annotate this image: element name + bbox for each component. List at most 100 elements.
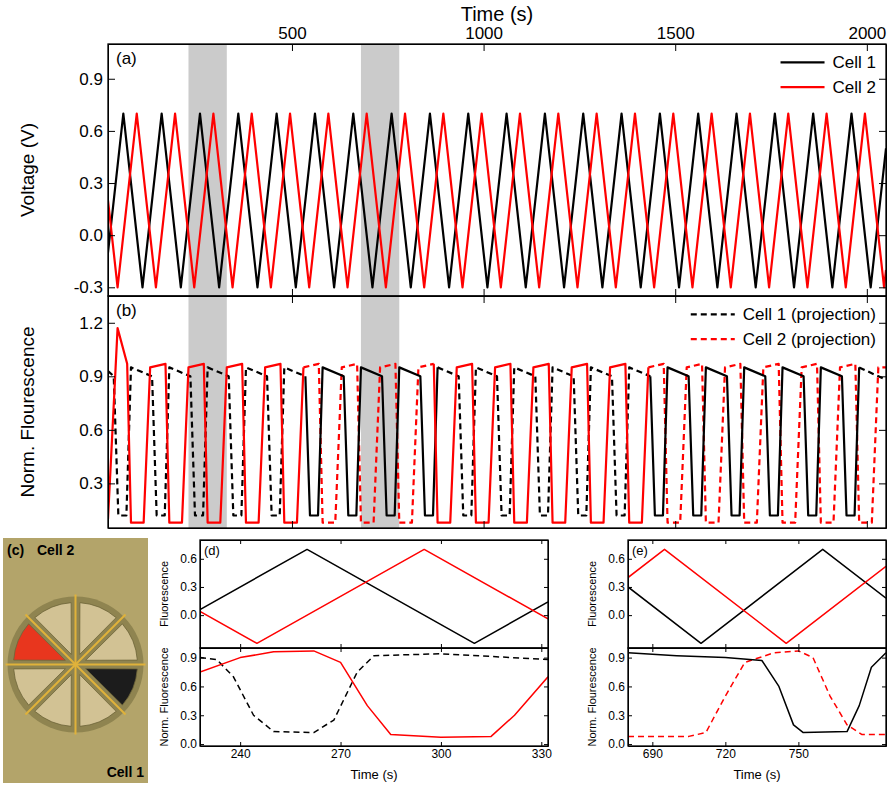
y-axis-mirror [879, 45, 887, 297]
tick: 500 [278, 24, 306, 51]
tick-mark [882, 658, 886, 659]
tick [292, 296, 293, 303]
tick: 690 [643, 742, 663, 761]
y-axis: 0.3 0.6 0.9 1.2 [79, 297, 115, 529]
axis-line [109, 44, 887, 45]
panel-label: (d) [204, 543, 220, 558]
tick-mark [441, 648, 442, 652]
tick-mark [879, 79, 886, 80]
tick: 0.0 [608, 737, 632, 751]
tick-mark [292, 296, 293, 303]
tick-mark [341, 742, 342, 746]
tick: 0.3 [180, 580, 204, 594]
tick: 0.3 [79, 174, 115, 193]
tick [879, 183, 886, 184]
panel-label: (e) [632, 543, 648, 558]
tick-mark [867, 44, 868, 51]
tick-mark [544, 715, 548, 716]
legend-swatch [691, 313, 735, 315]
axis-line [108, 45, 109, 297]
tick-label: -0.3 [74, 278, 103, 297]
tick-mark [628, 658, 632, 659]
tick-mark [108, 287, 115, 288]
tick [341, 540, 342, 544]
y-axis: -0.30.00.30.60.9 [74, 45, 115, 298]
tick-label: 0.0 [180, 608, 197, 622]
tick-label: 2000 [848, 24, 886, 43]
legend-swatch [781, 61, 825, 63]
legend-label: Cell 1 (projection) [743, 305, 876, 324]
tick-mark [544, 744, 548, 745]
tick: 270 [331, 742, 351, 761]
tick-label: 1500 [657, 24, 695, 43]
axis-title: Time (s) [350, 767, 397, 782]
tick [544, 658, 548, 659]
tick-mark [879, 376, 886, 377]
tick-label: 0.6 [79, 421, 103, 440]
tick-mark [200, 744, 204, 745]
tick-mark [240, 540, 241, 544]
tick-mark [544, 658, 548, 659]
tick-label: 0.6 [180, 552, 197, 566]
plot-area [108, 296, 886, 528]
highlight-band [361, 296, 399, 528]
tick [879, 79, 886, 80]
tick [240, 540, 241, 544]
panel-label: (b) [116, 301, 137, 320]
tick-label: 750 [789, 747, 809, 761]
tick [541, 540, 542, 544]
axis-line [108, 297, 109, 529]
series-line [200, 549, 548, 643]
x-axis [109, 521, 887, 529]
tick-label: 0.3 [608, 580, 625, 594]
tick-mark [108, 131, 115, 132]
tick-mark [484, 521, 485, 528]
plot-frame [200, 540, 548, 648]
tick: 750 [789, 742, 809, 761]
tick-label: 1.2 [79, 314, 103, 333]
legend-label: Cell 2 (projection) [743, 330, 876, 349]
x-axis-top [201, 540, 549, 544]
tick [882, 658, 886, 659]
tick-label: 0.3 [79, 474, 103, 493]
series-line [305, 367, 859, 515]
tick-mark [675, 44, 676, 51]
tick-label: 0.9 [79, 70, 103, 89]
axis-title: Time (s) [733, 767, 780, 782]
tick: 0.6 [180, 680, 204, 694]
tick: 0.9 [79, 367, 115, 386]
y-axis: 0.0 0.3 0.6 [180, 541, 204, 649]
tick-mark [441, 742, 442, 746]
cell-label: Cell 1 [107, 764, 145, 780]
tick-mark [882, 559, 886, 560]
tick-mark [108, 430, 115, 431]
tick [879, 131, 886, 132]
tick-mark [200, 686, 204, 687]
tick-mark [882, 587, 886, 588]
tick [882, 715, 886, 716]
tick-mark [108, 235, 115, 236]
tick-mark [341, 540, 342, 544]
plot-frame [200, 648, 548, 746]
x-axis: 690720750 [629, 742, 887, 761]
tick-mark [541, 540, 542, 544]
tick [879, 287, 886, 288]
y-axis-mirror [544, 649, 549, 747]
plot-frame [108, 296, 886, 528]
series-line [200, 651, 548, 737]
tick: 0.3 [180, 709, 204, 723]
tick: 0.0 [79, 226, 115, 245]
tick-mark [240, 742, 241, 746]
legend-label: Cell 2 [833, 78, 876, 97]
axis-title: Norm. Fluorescence [158, 647, 170, 746]
tick-mark [341, 648, 342, 652]
tick-mark [879, 323, 886, 324]
series-line [200, 549, 548, 643]
tick-label: 690 [643, 747, 663, 761]
tick [484, 521, 485, 528]
y-axis: 0.00.30.60.9 [180, 649, 204, 752]
series-line [108, 114, 886, 288]
photo [3, 538, 148, 783]
tick [441, 540, 442, 544]
axis-line [200, 541, 201, 649]
